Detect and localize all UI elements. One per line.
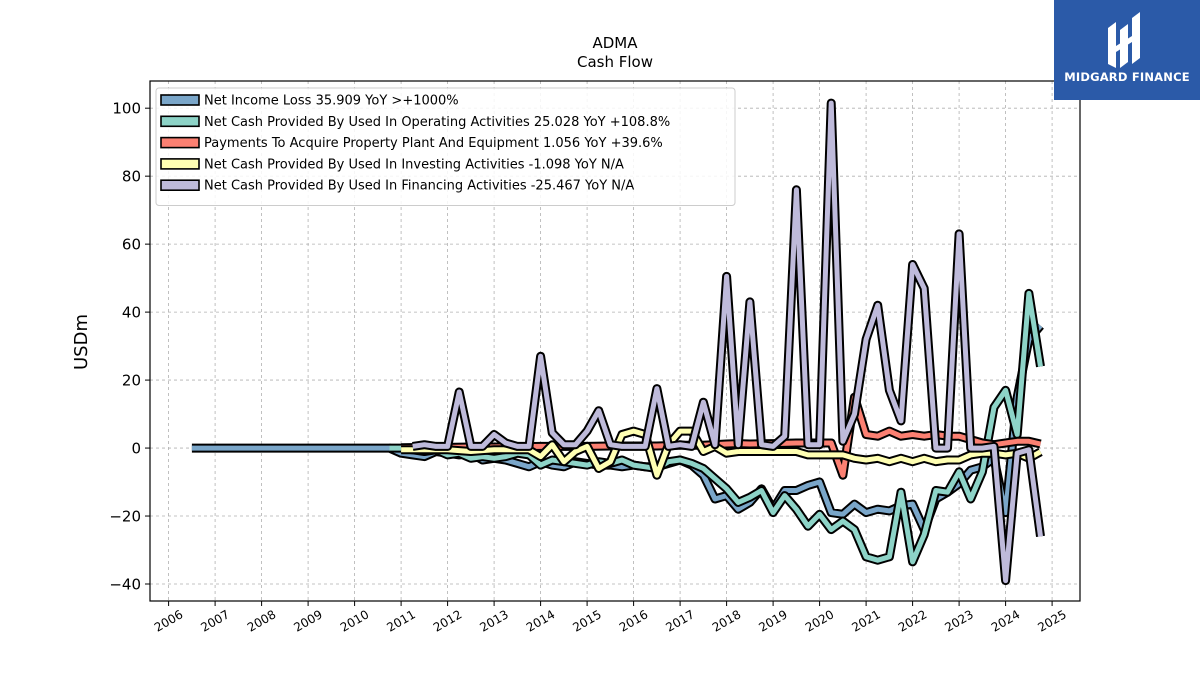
legend-label: Payments To Acquire Property Plant And E… — [204, 136, 663, 151]
chart-title: ADMA — [592, 34, 638, 52]
series-line-3 — [401, 428, 1042, 478]
x-tick-label: 2007 — [198, 607, 231, 634]
legend-swatch — [160, 136, 200, 149]
x-tick-label: 2012 — [431, 607, 464, 634]
x-tick-label: 2010 — [338, 607, 371, 634]
legend-label: Net Income Loss 35.909 YoY >+1000% — [204, 94, 459, 109]
legend: Net Income Loss 35.909 YoY >+1000% Net Ca… — [155, 87, 736, 206]
midgard-logo-icon — [1108, 12, 1140, 68]
series-outline-0 — [191, 322, 1044, 535]
x-tick-label: 2017 — [663, 607, 696, 634]
legend-swatch — [160, 94, 200, 106]
x-tick-label: 2006 — [152, 607, 185, 634]
series-line-4 — [412, 100, 1043, 584]
legend-label: Net Cash Provided By Used In Financing A… — [204, 179, 634, 194]
series-lines — [191, 98, 1045, 586]
y-axis-ticks: −40 −20 0 20 40 60 80 100 — [109, 100, 150, 594]
brand-logo: MIDGARD FINANCE — [1054, 0, 1200, 100]
x-tick-label: 2025 — [1035, 607, 1068, 634]
legend-swatch — [160, 179, 200, 191]
x-tick-label: 2022 — [896, 607, 929, 634]
y-tick-label: 60 — [122, 236, 141, 254]
x-tick-label: 2009 — [291, 607, 324, 634]
y-tick-label: −20 — [109, 508, 141, 526]
brand-name: MIDGARD FINANCE — [1064, 70, 1190, 84]
legend-frame — [155, 87, 736, 206]
x-tick-label: 2019 — [756, 607, 789, 634]
x-tick-label: 2008 — [245, 607, 278, 634]
x-axis-ticks: 2006 2007 2008 2009 2010 2011 2012 2013 2014 2015… — [152, 601, 1069, 635]
legend-swatch — [160, 158, 200, 170]
y-tick-label: −40 — [109, 576, 141, 594]
chart-subtitle: Cash Flow — [577, 53, 653, 71]
y-tick-label: 20 — [122, 372, 141, 390]
x-tick-label: 2023 — [942, 607, 975, 634]
x-tick-label: 2018 — [710, 607, 743, 634]
y-axis-label: USDm — [71, 314, 92, 370]
x-tick-label: 2016 — [617, 607, 650, 634]
x-tick-label: 2024 — [989, 607, 1022, 634]
y-tick-label: 0 — [131, 440, 141, 458]
x-tick-label: 2014 — [524, 607, 557, 634]
plot-frame — [149, 80, 1081, 602]
x-tick-label: 2021 — [849, 607, 882, 634]
legend-label: Net Cash Provided By Used In Operating A… — [204, 115, 670, 130]
x-tick-label: 2013 — [477, 607, 510, 634]
x-tick-label: 2011 — [384, 607, 417, 634]
y-tick-label: 100 — [112, 100, 141, 118]
series-line-1 — [389, 290, 1043, 565]
y-tick-label: 40 — [122, 304, 141, 322]
y-tick-label: 80 — [122, 168, 141, 186]
legend-label: Net Cash Provided By Used In Investing A… — [204, 157, 624, 172]
x-tick-label: 2015 — [570, 607, 603, 634]
series-line-0 — [191, 324, 1043, 533]
x-tick-label: 2020 — [803, 607, 836, 634]
legend-swatch — [160, 115, 200, 128]
